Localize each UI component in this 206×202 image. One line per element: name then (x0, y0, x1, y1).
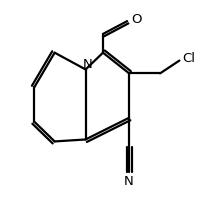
Text: N: N (124, 175, 134, 188)
Text: O: O (131, 13, 141, 26)
Text: N: N (83, 58, 92, 71)
Text: Cl: Cl (183, 53, 195, 65)
